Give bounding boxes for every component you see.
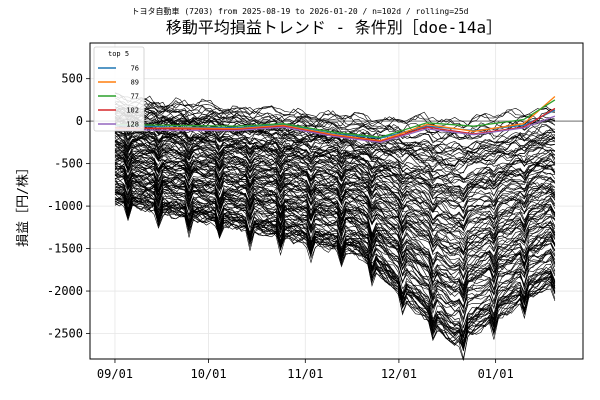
background-series-line (114, 192, 556, 339)
background-series-line (114, 124, 556, 181)
background-series-line (114, 174, 556, 291)
legend-label: 102 (126, 107, 139, 115)
y-tick-label: -2500 (47, 327, 83, 341)
background-series-line (114, 144, 556, 232)
background-series-line (114, 130, 556, 201)
legend-label: 89 (131, 79, 139, 87)
background-series-line (114, 93, 556, 129)
background-series-line (114, 145, 556, 232)
plot-frame (89, 42, 584, 360)
background-series-line (114, 107, 555, 156)
y-tick-label: -1000 (47, 199, 83, 213)
y-tick-label: -2000 (47, 284, 83, 298)
background-series-line (114, 184, 556, 310)
x-tick-label: 09/01 (97, 367, 133, 381)
background-series-line (114, 100, 556, 134)
background-series-line (114, 155, 556, 254)
background-series-line (114, 100, 556, 141)
background-series-line (114, 106, 556, 155)
background-series-line (114, 196, 556, 337)
background-series-line (114, 178, 556, 308)
background-series-line (114, 101, 555, 140)
x-tick-label: 12/01 (381, 367, 417, 381)
legend-label: 128 (126, 121, 139, 129)
legend-label: 77 (131, 93, 139, 101)
background-series-line (114, 133, 555, 207)
background-series-line (114, 156, 556, 256)
x-axis: 09/01 10/01 11/01 12/01 01/01 (97, 359, 514, 381)
background-series-line (114, 130, 556, 197)
background-series-line (114, 198, 556, 349)
background-series-line (114, 178, 556, 301)
chart-title: 移動平均損益トレンド - 条件別［doe-14a］ (166, 18, 502, 37)
background-series-line (114, 101, 555, 140)
background-series-line (114, 135, 556, 214)
chart-subtitle: トヨタ自動車 (7203) from 2025-08-19 to 2026-01… (132, 6, 469, 16)
background-series-line (114, 174, 556, 299)
background-series-line (114, 124, 556, 192)
background-series-line (114, 163, 556, 281)
y-axis-label: 損益［円/株］ (16, 161, 31, 247)
x-tick-label: 11/01 (287, 367, 323, 381)
background-series-line (114, 121, 556, 185)
y-tick-label: 500 (61, 72, 83, 86)
legend-box (93, 46, 145, 132)
background-series-line (114, 147, 556, 230)
background-series-line (114, 157, 556, 265)
top-series-line-77 (114, 99, 556, 138)
legend-label: 76 (131, 65, 139, 73)
y-tick-label: 0 (76, 114, 83, 128)
top-series-line-89 (114, 96, 556, 142)
x-tick-label: 10/01 (191, 367, 227, 381)
background-series-line (114, 200, 556, 359)
background-series-line (114, 181, 556, 309)
legend-title: top 5 (108, 50, 129, 58)
background-series-line (114, 148, 556, 245)
top-series (114, 96, 556, 144)
background-series-line (114, 186, 556, 320)
background-series-line (114, 149, 556, 253)
background-series-line (114, 114, 556, 167)
y-tick-label: -1500 (47, 242, 83, 256)
y-tick-label: -500 (54, 157, 83, 171)
background-series-line (114, 161, 556, 271)
legend: top 5 76 89 77 102 128 (93, 46, 145, 132)
top-series-line-102 (114, 107, 556, 143)
background-series-line (114, 167, 556, 272)
background-series-line (114, 181, 556, 323)
background-series-line (114, 102, 556, 143)
x-tick-label: 01/01 (478, 367, 514, 381)
background-series-line (114, 163, 556, 280)
background-series-line (114, 177, 556, 313)
background-series-line (114, 151, 556, 242)
background-series-line (114, 116, 556, 176)
y-axis: 500 0 -500 -1000 -1500 -2000 -2500 (47, 72, 90, 341)
top-series-line-128 (114, 115, 556, 144)
background-series-line (114, 142, 556, 227)
background-series-line (114, 128, 555, 195)
background-series-line (114, 173, 556, 289)
background-series-line (114, 170, 556, 294)
background-series-line (114, 141, 556, 219)
